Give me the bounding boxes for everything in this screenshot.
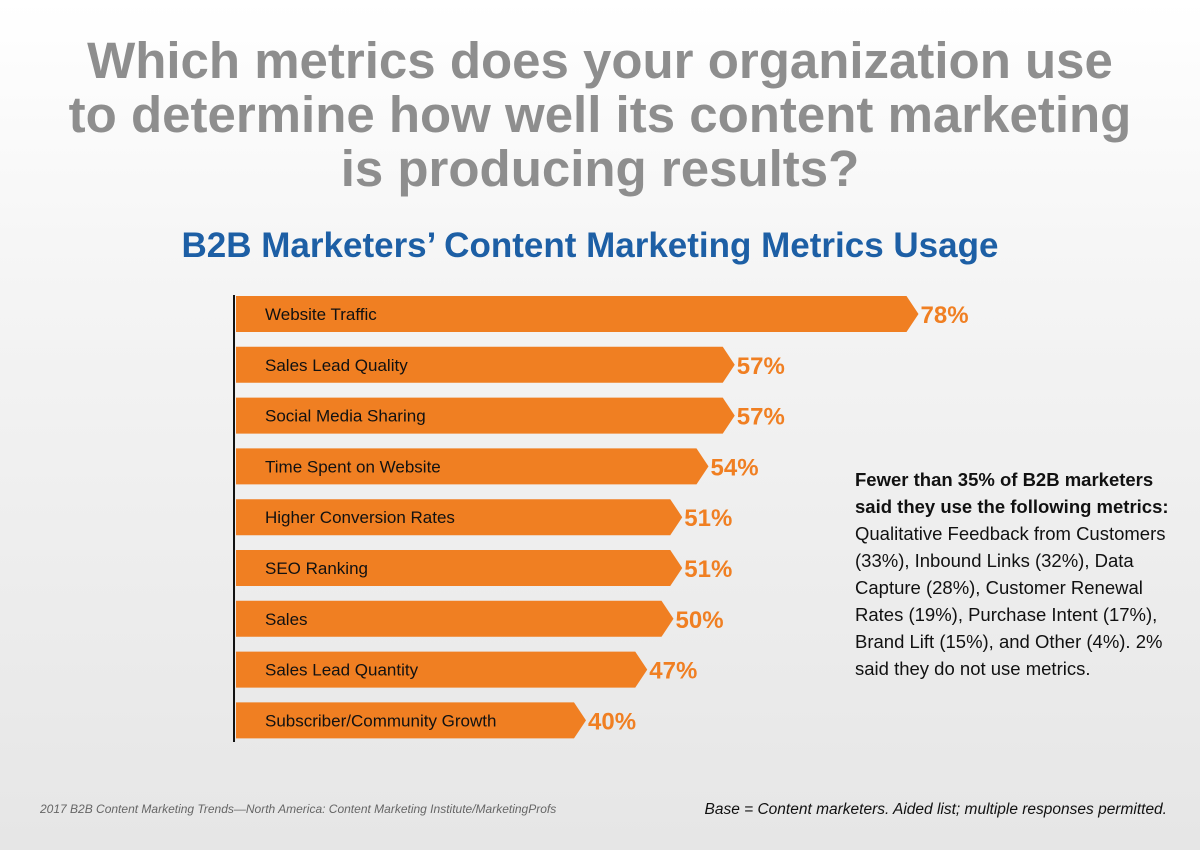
chart-title: B2B Marketers’ Content Marketing Metrics… [181, 226, 999, 265]
bar [236, 448, 709, 485]
value-label: 50% [676, 607, 724, 634]
base-note: Base = Content marketers. Aided list; mu… [704, 801, 1168, 818]
category-label: Higher Conversion Rates [265, 508, 455, 527]
category-label: Sales [265, 610, 308, 629]
value-label: 40% [588, 708, 636, 735]
side-note: Fewer than 35% of B2B marketers said the… [855, 466, 1185, 682]
side-note-text: Qualitative Feedback from Customers (33%… [855, 523, 1166, 679]
value-label: 78% [921, 302, 969, 329]
value-label: 57% [737, 353, 785, 380]
bar [236, 702, 586, 739]
source-citation: 2017 B2B Content Marketing Trends—North … [40, 802, 557, 816]
category-label: Sales Lead Quality [265, 356, 408, 375]
question-line-1: Which metrics does your organization use [87, 32, 1113, 89]
category-label: Sales Lead Quantity [265, 661, 419, 680]
category-label: Social Media Sharing [265, 407, 426, 426]
question-title: Which metrics does your organization use… [0, 34, 1200, 196]
value-label: 57% [737, 404, 785, 431]
question-line-3: is producing results? [340, 140, 860, 197]
question-line-2: to determine how well its content market… [68, 86, 1132, 143]
value-label: 54% [711, 454, 759, 481]
category-label: Time Spent on Website [265, 457, 441, 476]
bar [236, 550, 683, 586]
value-label: 47% [649, 658, 697, 685]
category-label: Subscriber/Community Growth [265, 711, 496, 730]
bar [236, 600, 674, 637]
bar [236, 651, 648, 688]
value-label: 51% [684, 556, 732, 583]
side-note-heading: Fewer than 35% of B2B marketers said the… [855, 469, 1169, 517]
category-label: Website Traffic [265, 305, 377, 324]
bar [236, 296, 919, 332]
value-label: 51% [684, 505, 732, 532]
bar [236, 397, 735, 434]
bar [236, 499, 683, 536]
category-label: SEO Ranking [265, 559, 368, 578]
bar [236, 346, 735, 383]
